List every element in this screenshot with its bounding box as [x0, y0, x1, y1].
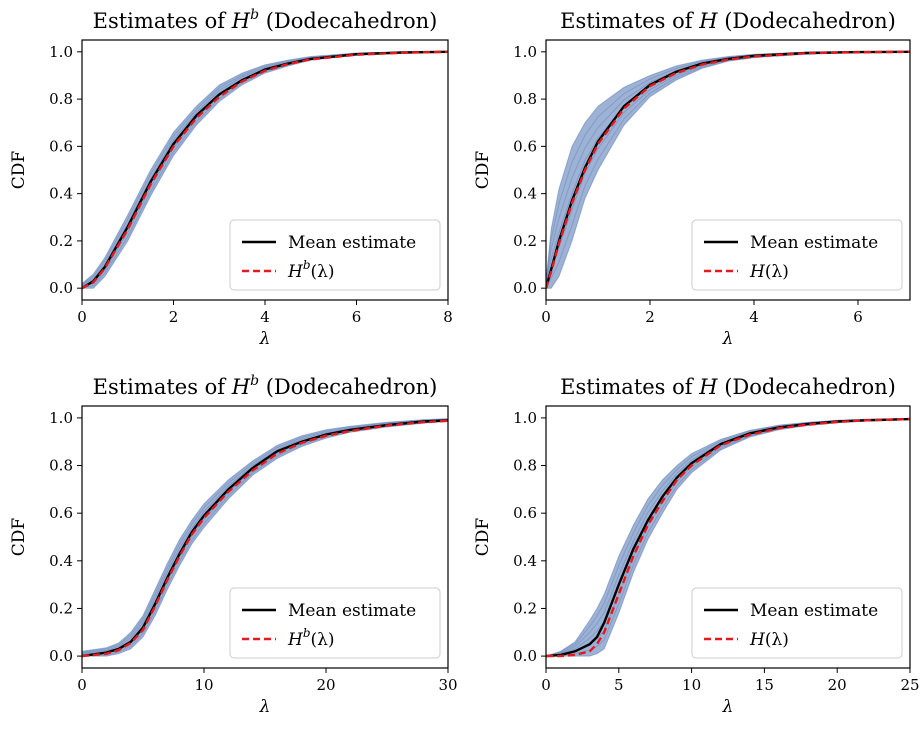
y-tick-label: 0.6	[49, 504, 73, 522]
y-axis-label: CDF	[9, 518, 29, 557]
y-tick-label: 0.4	[513, 552, 537, 570]
x-axis-label: λ	[722, 329, 734, 349]
x-tick-label: 0	[77, 308, 87, 326]
chart-title: Estimates of Hb (Dodecahedron)	[93, 373, 438, 399]
x-tick-label: 6	[853, 308, 863, 326]
y-axis-label: CDF	[473, 518, 493, 557]
y-tick-label: 0.6	[513, 504, 537, 522]
chart-panel-2: 0 2 4 6 0.0 0.2 0.4 0.6 0.8 1.0 λ CDF Estimates of H…	[473, 9, 911, 349]
legend-mean-label: Mean estimate	[288, 601, 416, 621]
y-tick-label: 1.0	[49, 409, 73, 427]
y-tick-label: 0.2	[513, 232, 537, 250]
y-tick-label: 0.4	[49, 552, 73, 570]
true-cdf-line	[546, 417, 910, 658]
y-tick-label: 0.0	[49, 647, 73, 665]
y-tick-label: 1.0	[49, 43, 73, 61]
legend-true-label: H(λ)	[749, 262, 789, 282]
x-tick-label: 25	[900, 676, 919, 694]
legend-mean-label: Mean estimate	[288, 233, 416, 253]
y-tick-label: 0.2	[49, 599, 73, 617]
legend: Mean estimate H(λ)	[691, 219, 903, 291]
x-tick-label: 10	[682, 676, 701, 694]
chart-panel-3: 0 10 20 30 0.0 0.2 0.4 0.6 0.8 1.0 λ CDF Estimates o…	[9, 373, 458, 717]
legend-mean-label: Mean estimate	[750, 233, 878, 253]
axes-frame	[545, 405, 911, 669]
x-tick-label: 20	[316, 676, 335, 694]
axes-frame	[545, 39, 911, 301]
x-tick-label: 0	[541, 308, 551, 326]
x-axis-label: λ	[722, 697, 734, 717]
chart-title: Estimates of Hb (Dodecahedron)	[93, 7, 438, 33]
y-tick-label: 0.2	[49, 232, 73, 250]
y-tick-label: 0.0	[49, 279, 73, 297]
x-tick-label: 0	[541, 676, 551, 694]
y-axis-label: CDF	[9, 151, 29, 190]
x-tick-label: 0	[77, 676, 87, 694]
x-tick-label: 4	[749, 308, 759, 326]
legend: Mean estimate Hb(λ)	[229, 587, 441, 659]
true-cdf-line	[546, 50, 910, 289]
y-tick-label: 0.8	[49, 90, 73, 108]
legend-true-label: Hb(λ)	[287, 258, 335, 282]
chart-panel-1: 0 2 4 6 8 0.0 0.2 0.4 0.6 0.8 1.0 λ CDF Estimates of …	[9, 7, 453, 349]
estimate-band	[546, 417, 910, 657]
estimate-trace	[82, 420, 448, 656]
x-tick-label: 4	[260, 308, 270, 326]
legend-true-label: Hb(λ)	[287, 626, 335, 650]
legend-box	[229, 219, 441, 291]
y-tick-label: 1.0	[513, 409, 537, 427]
mean-estimate-line	[546, 417, 910, 658]
y-tick-label: 0.0	[513, 647, 537, 665]
plot-area	[82, 50, 448, 290]
plot-area	[82, 418, 448, 658]
y-tick-label: 0.8	[513, 90, 537, 108]
legend-box	[691, 219, 903, 291]
x-tick-label: 8	[443, 308, 453, 326]
y-tick-label: 0.4	[49, 185, 73, 203]
legend-box	[691, 587, 903, 659]
y-tick-label: 1.0	[513, 43, 537, 61]
x-tick-label: 15	[755, 676, 774, 694]
chart-panel-4: 0 5 10 15 20 25 0.0 0.2 0.4 0.6 0.8 1.0 λ CDF Estimate…	[473, 375, 920, 717]
y-tick-label: 0.4	[513, 185, 537, 203]
x-tick-label: 5	[614, 676, 624, 694]
x-tick-label: 6	[352, 308, 362, 326]
y-tick-label: 0.2	[513, 599, 537, 617]
plot-area	[546, 417, 910, 658]
estimate-trace	[82, 418, 448, 653]
x-tick-label: 10	[194, 676, 213, 694]
y-axis-label: CDF	[473, 151, 493, 190]
legend-mean-label: Mean estimate	[750, 601, 878, 621]
x-tick-label: 30	[438, 676, 457, 694]
plot-area	[546, 50, 910, 289]
y-tick-label: 0.6	[49, 137, 73, 155]
x-axis-label: λ	[259, 329, 271, 349]
mean-estimate-line	[82, 419, 448, 658]
legend: Mean estimate Hb(λ)	[229, 219, 441, 291]
estimate-band	[82, 418, 448, 657]
chart-title: Estimates of H (Dodecahedron)	[560, 375, 896, 399]
legend-box	[229, 587, 441, 659]
legend: Mean estimate H(λ)	[691, 587, 903, 659]
y-tick-label: 0.6	[513, 137, 537, 155]
x-tick-label: 2	[645, 308, 655, 326]
x-axis-label: λ	[259, 697, 271, 717]
legend-true-label: H(λ)	[749, 630, 789, 650]
y-tick-label: 0.8	[513, 457, 537, 475]
estimate-trace	[82, 419, 448, 654]
axes-frame	[81, 405, 449, 669]
x-tick-label: 20	[828, 676, 847, 694]
true-cdf-line	[82, 50, 448, 290]
y-tick-label: 0.8	[49, 457, 73, 475]
x-tick-label: 2	[169, 308, 179, 326]
y-tick-label: 0.0	[513, 279, 537, 297]
chart-title: Estimates of H (Dodecahedron)	[560, 9, 896, 33]
